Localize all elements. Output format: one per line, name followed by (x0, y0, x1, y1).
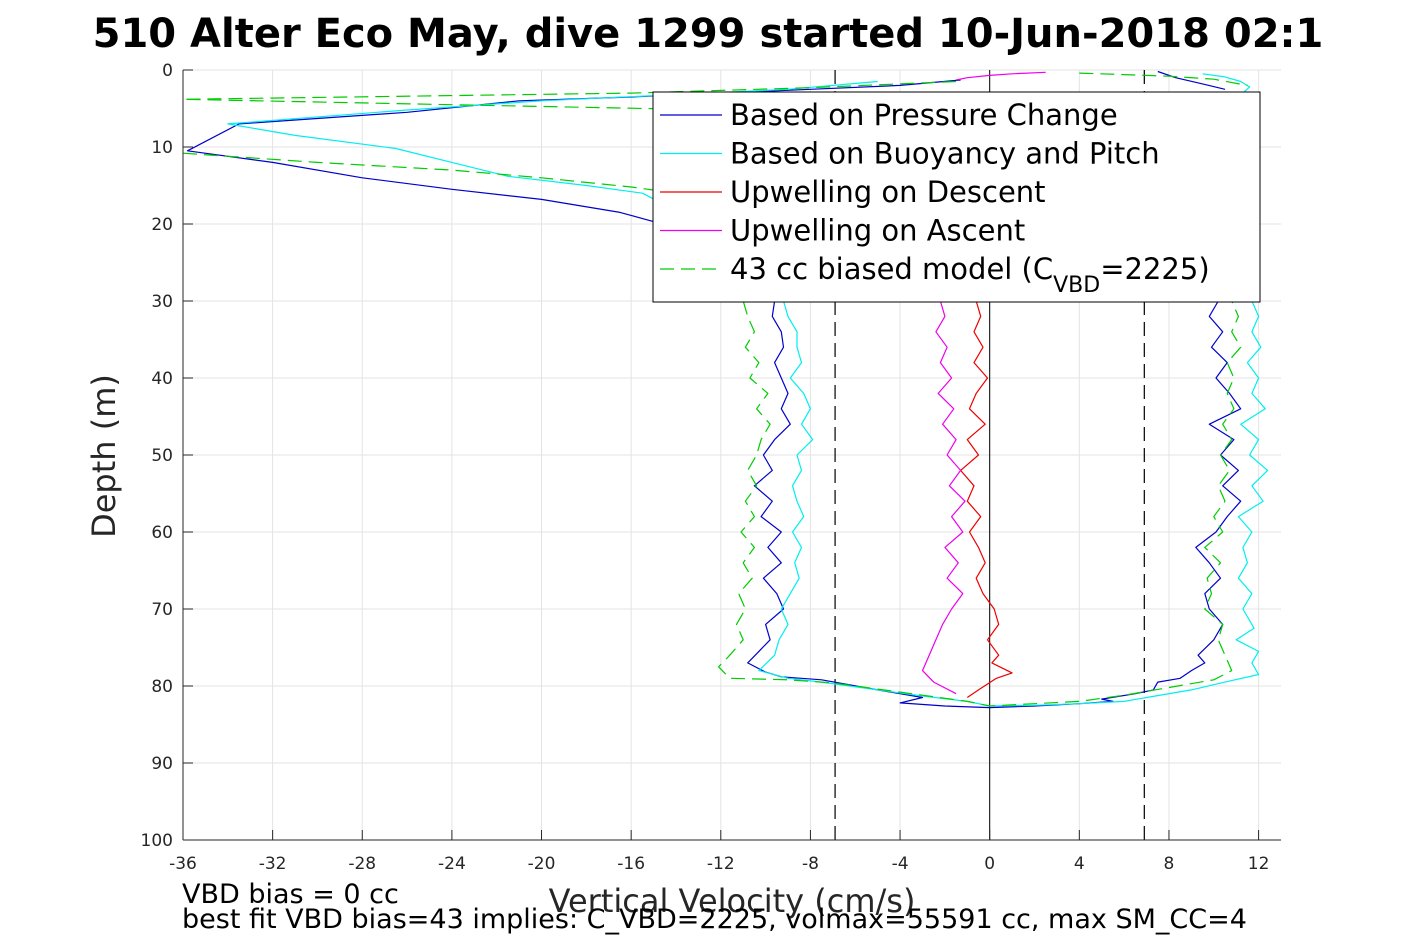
legend-entries: Based on Pressure Change Based on Buoyanc… (660, 98, 1210, 298)
x-tick-label: -32 (259, 854, 287, 874)
y-tick-label: 0 (162, 61, 173, 81)
legend-label: Upwelling on Descent (730, 175, 1046, 209)
y-tick-label: 20 (151, 215, 173, 235)
x-axis-label: Vertical Velocity (cm/s) (549, 882, 916, 920)
legend-entry: Upwelling on Descent (660, 175, 1046, 209)
legend-entry: Based on Pressure Change (660, 98, 1118, 132)
y-tick-label: 90 (151, 754, 173, 774)
series-line (182, 152, 677, 194)
y-tick-label: 70 (151, 600, 173, 620)
x-tick-label: -8 (802, 854, 819, 874)
y-tick-label: 30 (151, 292, 173, 312)
legend-entry: Based on Buoyancy and Pitch (660, 137, 1160, 171)
chart-title: 510 Alter Eco May, dive 1299 started 10-… (93, 11, 1324, 57)
x-tick-label: 8 (1164, 854, 1175, 874)
x-tick-label: 12 (1248, 854, 1270, 874)
axes (182, 69, 1281, 841)
series-line (186, 79, 961, 240)
series-line (747, 300, 1242, 709)
legend-label: Based on Buoyancy and Pitch (730, 137, 1160, 171)
series-line (921, 300, 966, 695)
legend-label: Based on Pressure Change (730, 98, 1118, 132)
x-tick-label: 4 (1074, 854, 1085, 874)
y-tick-label: 60 (151, 523, 173, 543)
x-tick-label: -36 (169, 854, 197, 874)
series-line (1202, 73, 1251, 94)
series-4 (921, 71, 1046, 695)
series-line (1079, 72, 1248, 86)
series-line (717, 300, 1242, 707)
y-tick-label: 10 (151, 138, 173, 158)
y-tick-label: 80 (151, 677, 173, 697)
legend-label: Upwelling on Ascent (730, 214, 1025, 248)
series-1 (186, 70, 1242, 709)
series-line (1157, 70, 1226, 90)
legend-entry: 43 cc biased model (CVBD=2225) (660, 252, 1210, 298)
legend-entry: Upwelling on Ascent (660, 214, 1025, 248)
vbd-bias-note: VBD bias = 0 cc (182, 879, 399, 910)
x-tick-label: -4 (892, 854, 909, 874)
series-line (959, 300, 1013, 698)
y-tick-label: 40 (151, 369, 173, 389)
series-line (758, 300, 1269, 707)
x-tick-label: -24 (438, 854, 466, 874)
y-tick-label: 100 (141, 831, 173, 851)
series-line (955, 71, 1046, 81)
y-tick-labels: 0 10 20 30 40 50 60 70 80 90 100 (141, 61, 173, 851)
x-tick-label: -20 (528, 854, 556, 874)
y-axis-label: Depth (m) (85, 374, 123, 538)
x-tick-label: -16 (617, 854, 645, 874)
series-3 (959, 300, 1013, 698)
x-tick-labels: -36 -32 -28 -24 -20 -16 -12 -8 -4 0 4 8 12 (169, 854, 1269, 874)
x-tick-label: -28 (348, 854, 376, 874)
legend-box (652, 91, 1261, 303)
x-tick-label: -12 (707, 854, 735, 874)
x-tick-label: 0 (984, 854, 995, 874)
legend-label: 43 cc biased model (CVBD=2225) (730, 252, 1210, 298)
best-fit-note: best fit VBD bias=43 implies: C_VBD=2225… (182, 904, 1247, 935)
legend: Based on Pressure Change Based on Buoyanc… (652, 91, 1261, 303)
y-tick-label: 50 (151, 446, 173, 466)
